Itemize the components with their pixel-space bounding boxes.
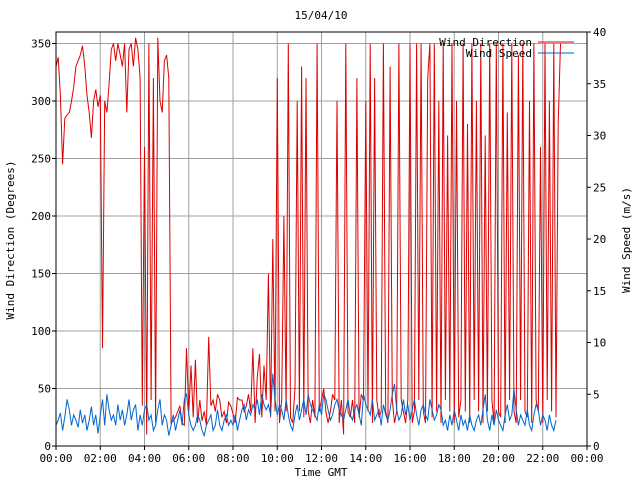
grid-layer <box>56 32 587 446</box>
y-left-tick-label: 0 <box>44 440 51 453</box>
series-line-wind-direction <box>55 37 561 435</box>
y-left-tick-label: 100 <box>31 325 51 338</box>
y-left-tick-label: 250 <box>31 153 51 166</box>
y-right-tick-label: 35 <box>593 78 606 91</box>
y-axis-right-title: Wind Speed (m/s) <box>620 187 633 293</box>
y-left-tick-label: 200 <box>31 210 51 223</box>
x-tick-label: 14:00 <box>349 452 382 465</box>
y-left-tick-label: 50 <box>38 383 51 396</box>
x-tick-label: 04:00 <box>128 452 161 465</box>
x-tick-label: 00:00 <box>39 452 72 465</box>
tick-layer: 00:00 02:00 04:00 06:00 08:00 10:00 12:00 14:00… <box>31 26 606 465</box>
y-left-tick-label: 300 <box>31 95 51 108</box>
y-right-tick-label: 0 <box>593 440 600 453</box>
y-left-tick-label: 350 <box>31 38 51 51</box>
y-right-tick-label: 25 <box>593 181 606 194</box>
legend-label-wind-direction: Wind Direction <box>439 36 532 49</box>
series-line-wind-speed <box>55 373 557 438</box>
y-axis-left-title: Wind Direction (Degrees) <box>4 161 17 320</box>
legend: Wind Direction Wind Speed <box>439 36 574 60</box>
x-tick-label: 10:00 <box>261 452 294 465</box>
y-right-tick-label: 15 <box>593 285 606 298</box>
y-right-tick-label: 5 <box>593 388 600 401</box>
x-axis-title: Time GMT <box>295 466 348 479</box>
x-tick-label: 16:00 <box>393 452 426 465</box>
y-left-tick-label: 150 <box>31 268 51 281</box>
x-tick-label: 18:00 <box>438 452 471 465</box>
y-right-tick-label: 20 <box>593 233 606 246</box>
x-tick-label: 02:00 <box>84 452 117 465</box>
legend-label-wind-speed: Wind Speed <box>466 47 532 60</box>
x-tick-label: 22:00 <box>526 452 559 465</box>
x-tick-label: 20:00 <box>482 452 515 465</box>
series-layer <box>55 37 561 438</box>
y-right-tick-label: 30 <box>593 130 606 143</box>
x-tick-label: 08:00 <box>216 452 249 465</box>
chart-title: 15/04/10 <box>295 9 348 22</box>
x-tick-label: 06:00 <box>172 452 205 465</box>
x-tick-label: 00:00 <box>570 452 603 465</box>
x-tick-label: 12:00 <box>305 452 338 465</box>
y-right-tick-label: 40 <box>593 26 606 39</box>
y-right-tick-label: 10 <box>593 337 606 350</box>
